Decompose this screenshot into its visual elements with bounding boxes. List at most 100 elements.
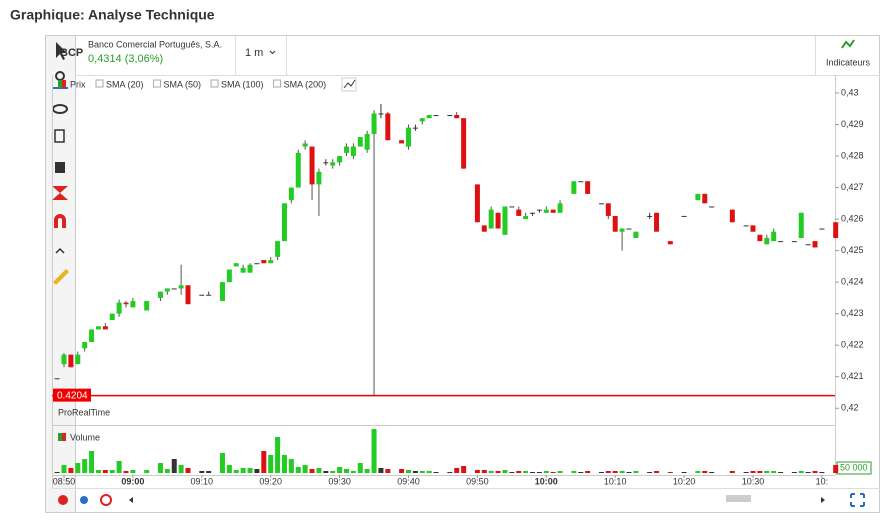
sma-label: SMA (200) (284, 79, 327, 89)
plot: 0,43 0,429 0,428 0,427 0,426 0,425 0,424 0,423 0… (52, 87, 872, 486)
volume-bar (89, 451, 95, 473)
candle-body (764, 237, 770, 245)
volume-bar (350, 471, 356, 473)
y-tick-label: 0,43 (841, 87, 859, 97)
pointer-tool[interactable] (56, 42, 67, 60)
volume-bar (357, 463, 363, 473)
volume-bar (330, 471, 336, 473)
candle-body (667, 241, 673, 245)
candle-body (288, 187, 294, 201)
magnet-tool[interactable] (54, 214, 66, 228)
trash-tool[interactable] (55, 162, 65, 173)
copy-tool[interactable] (54, 129, 65, 143)
candle-body (247, 264, 253, 273)
candle-body (95, 326, 101, 330)
sma-checkbox[interactable] (273, 79, 282, 88)
candle-body (454, 115, 460, 119)
collapse[interactable] (55, 247, 65, 254)
alert-tool[interactable] (52, 186, 68, 200)
candle-body (226, 269, 232, 283)
volume-bar (530, 472, 536, 473)
volume-bar (281, 455, 287, 473)
volume-bar (261, 451, 267, 473)
candle-body (295, 152, 301, 188)
candle-body (557, 203, 563, 213)
volume-bar (605, 471, 611, 473)
x-tick-label: 09:00 (121, 476, 144, 486)
candle-body (254, 263, 260, 265)
y-tick-label: 0,422 (841, 340, 864, 350)
candle-body (536, 209, 542, 211)
last-price-label: 0.4204 (57, 390, 88, 401)
volume-label: Volume (70, 432, 100, 442)
interval-caret (269, 50, 276, 55)
indicators-label[interactable]: Indicateurs (826, 57, 871, 67)
volume-bar (399, 469, 405, 473)
scroll-right[interactable] (821, 497, 825, 503)
candle-body (240, 267, 246, 273)
volume-bar (343, 469, 349, 473)
volume-bar (571, 471, 577, 473)
volume-bar (95, 470, 101, 473)
candle-body (302, 143, 308, 147)
sma-checkbox[interactable] (95, 79, 104, 88)
volume-bar (764, 471, 770, 473)
candle-body (729, 209, 735, 223)
candle-body (495, 212, 501, 229)
candle-body (433, 115, 439, 117)
candle-body (812, 241, 818, 248)
candle-body (102, 326, 108, 330)
candle-body (309, 146, 315, 185)
drawing-tool[interactable] (53, 269, 69, 285)
candle-body (61, 354, 67, 365)
sma-checkbox[interactable] (210, 79, 219, 88)
volume-bar (302, 465, 308, 473)
candle-body (385, 113, 391, 141)
sma-label: SMA (50) (164, 79, 202, 89)
candle-body (123, 302, 129, 305)
candle-body (605, 203, 611, 216)
volume-swatch-red (62, 433, 66, 441)
volume-bar (743, 472, 749, 473)
sma-checkbox[interactable] (153, 79, 162, 88)
interval[interactable]: 1 m (245, 47, 263, 59)
volume-bar (647, 472, 653, 473)
help-icon[interactable] (100, 494, 112, 506)
candle-body (805, 244, 811, 246)
volume-bar (461, 466, 467, 473)
legend-price: Prix (70, 79, 86, 89)
candle-body (343, 146, 349, 153)
volume-bar (681, 472, 687, 473)
volume-bar (812, 471, 818, 473)
volume-bar (819, 472, 825, 473)
candle-body (578, 181, 584, 183)
volume-bar (144, 470, 150, 473)
candle-body (488, 209, 494, 229)
candle-body (474, 184, 480, 223)
y-tick-label: 0,425 (841, 245, 864, 255)
volume-bar (406, 470, 411, 473)
volume-bar (702, 471, 708, 473)
candle-body (82, 342, 88, 349)
volume-bar (729, 471, 735, 473)
scroll-left[interactable] (129, 497, 133, 503)
fullscreen[interactable] (850, 493, 865, 507)
candle-body (709, 206, 715, 208)
bottom-icon[interactable] (58, 495, 68, 505)
candle-body (516, 209, 522, 216)
candle-body (654, 212, 660, 232)
volume-bar (68, 468, 74, 473)
volume-bar (805, 472, 811, 473)
indicators-icon[interactable] (841, 39, 855, 49)
candle-body (509, 206, 515, 208)
candle-body (323, 162, 329, 164)
volume-bar (426, 471, 432, 473)
volume-bar (295, 467, 301, 473)
candle-body (598, 203, 604, 205)
volume-bar (550, 472, 556, 473)
volume-bar (523, 471, 529, 473)
share-icon[interactable] (80, 496, 88, 504)
candle-body (378, 113, 384, 115)
scroll-thumb[interactable] (726, 495, 751, 502)
